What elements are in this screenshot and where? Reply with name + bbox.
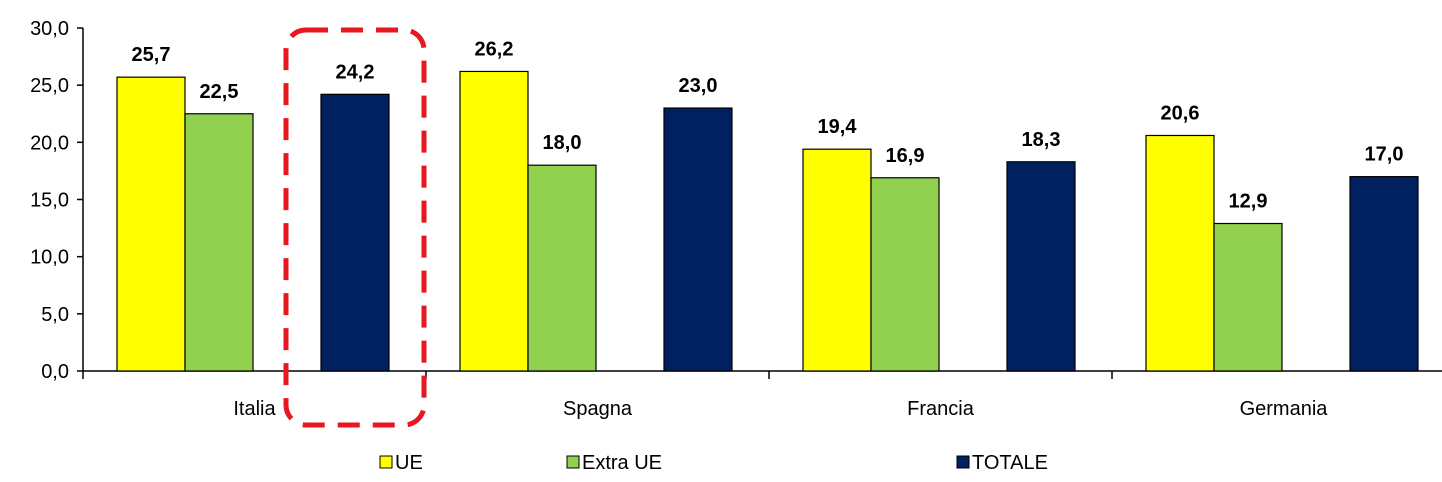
bar [802, 148, 872, 372]
bar [1213, 222, 1283, 372]
legend-swatch [566, 455, 580, 469]
data-label: 18,0 [543, 132, 582, 154]
y-tick-label: 0,0 [41, 361, 69, 383]
bar [870, 177, 940, 372]
x-category-label: Francia [907, 398, 975, 420]
data-label: 20,6 [1161, 102, 1200, 124]
data-label: 17,0 [1365, 144, 1404, 166]
y-tick-label: 20,0 [30, 132, 69, 154]
highlight-dashed-box [283, 27, 427, 428]
bar [1006, 161, 1076, 372]
legend-swatch [956, 455, 970, 469]
data-label: 26,2 [475, 38, 514, 60]
bar [1145, 134, 1215, 372]
y-tick-label: 5,0 [41, 304, 69, 326]
data-label: 18,3 [1022, 129, 1061, 151]
bar [527, 164, 597, 372]
legend-label: Extra UE [582, 452, 662, 474]
y-tick-label: 25,0 [30, 75, 69, 97]
legend: UE Extra UE TOTALE [379, 452, 1048, 474]
x-category-label: Spagna [563, 398, 633, 420]
y-tick-label: 30,0 [30, 18, 69, 40]
x-category-label: Italia [233, 398, 276, 420]
data-label: 24,2 [336, 61, 375, 83]
y-axis: 0,0 5,0 10,0 15,0 20,0 25,0 30,0 [30, 18, 84, 383]
x-category-label: Germania [1240, 398, 1329, 420]
data-labels: 25,7 22,5 24,2 26,2 18,0 23,0 19,4 16,9 18,3 20,6… [132, 38, 1404, 212]
y-tick-label: 10,0 [30, 247, 69, 269]
bar [1349, 176, 1419, 372]
bar [459, 70, 529, 372]
data-label: 16,9 [886, 145, 925, 167]
bar [116, 76, 186, 372]
bar [663, 107, 733, 372]
data-label: 23,0 [679, 75, 718, 97]
legend-swatch [379, 455, 393, 469]
bar [320, 93, 390, 372]
data-label: 22,5 [200, 81, 239, 103]
legend-label: UE [395, 452, 423, 474]
bar [184, 113, 254, 372]
data-label: 12,9 [1229, 191, 1268, 213]
data-label: 19,4 [818, 116, 858, 138]
legend-label: TOTALE [972, 452, 1048, 474]
y-tick-label: 15,0 [30, 190, 69, 212]
bars [116, 70, 1419, 372]
highlight-box [283, 27, 427, 428]
data-label: 25,7 [132, 44, 171, 66]
